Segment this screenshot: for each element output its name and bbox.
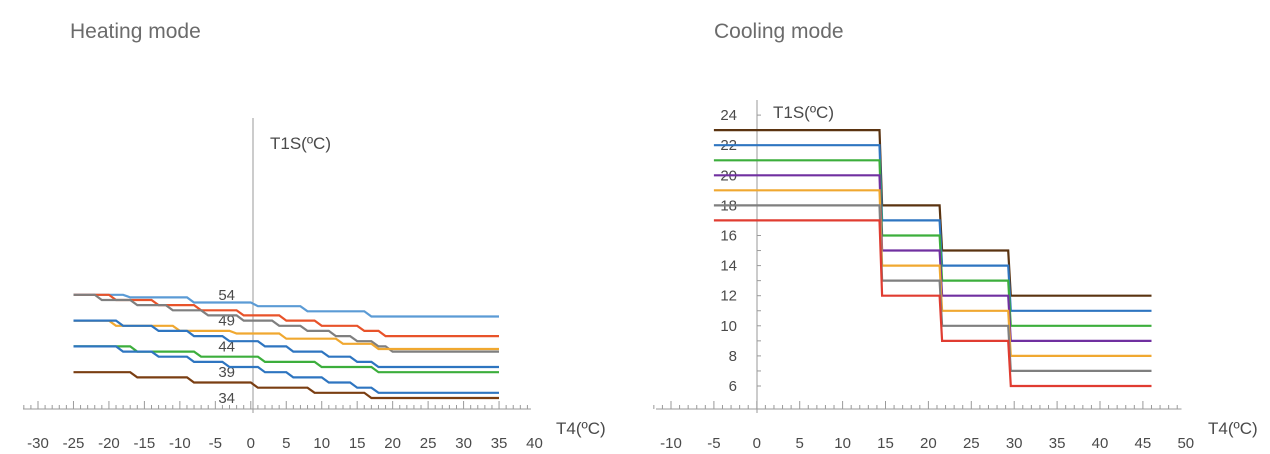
heating-series-1-line bbox=[73, 293, 499, 318]
cooling-x-tick-label: 20 bbox=[920, 435, 937, 452]
cooling-y-axis-label: T1S(ºC) bbox=[773, 103, 834, 122]
heating-x-tick-label: -30 bbox=[27, 435, 49, 452]
heating-x-tick-label: 40 bbox=[526, 435, 543, 452]
cooling-x-tick-label: 5 bbox=[796, 435, 804, 452]
cooling-series-2-line bbox=[713, 144, 1152, 312]
heating-series-2-line bbox=[73, 293, 499, 338]
heating-x-tick-label: 30 bbox=[455, 435, 472, 452]
heating-y-tick-label: 39 bbox=[218, 364, 235, 381]
cooling-series-4-line bbox=[713, 174, 1152, 342]
cooling-y-tick-label: 12 bbox=[720, 288, 737, 305]
heating-x-tick-label: 5 bbox=[282, 435, 290, 452]
heating-x-axis-label: T4(ºC) bbox=[556, 419, 606, 438]
heating-x-tick-label: -20 bbox=[98, 435, 120, 452]
cooling-x-tick-label: -10 bbox=[660, 435, 682, 452]
heating-y-tick-label: 49 bbox=[218, 313, 235, 330]
cooling-y-tick-label: 6 bbox=[729, 378, 737, 395]
cooling-y-tick-label: 10 bbox=[720, 318, 737, 335]
heating-x-tick-label: -5 bbox=[209, 435, 222, 452]
heating-x-tick-label: 15 bbox=[349, 435, 366, 452]
cooling-series-6-line bbox=[713, 204, 1152, 372]
heating-y-tick-label: 54 bbox=[218, 287, 235, 304]
cooling-x-tick-label: 50 bbox=[1177, 435, 1194, 452]
cooling-x-tick-label: 25 bbox=[963, 435, 980, 452]
cooling-x-tick-label: 35 bbox=[1049, 435, 1066, 452]
cooling-y-tick-label: 24 bbox=[720, 107, 737, 124]
heating-series-8-line bbox=[73, 371, 499, 400]
heating-x-tick-label: -25 bbox=[63, 435, 85, 452]
heating-series-6-line bbox=[73, 345, 499, 374]
cooling-y-tick-label: 14 bbox=[720, 258, 737, 275]
heating-x-tick-label: 20 bbox=[384, 435, 401, 452]
heating-y-tick-label: 34 bbox=[218, 390, 235, 407]
cooling-x-tick-label: -5 bbox=[707, 435, 720, 452]
cooling-y-tick-label: 8 bbox=[729, 348, 737, 365]
cooling-x-tick-label: 10 bbox=[834, 435, 851, 452]
heating-series-3-line bbox=[73, 293, 499, 353]
cooling-x-tick-label: 15 bbox=[877, 435, 894, 452]
cooling-x-tick-label: 45 bbox=[1135, 435, 1152, 452]
cooling-series-5-line bbox=[713, 189, 1152, 357]
cooling-x-tick-label: 0 bbox=[753, 435, 761, 452]
heating-x-tick-label: 25 bbox=[420, 435, 437, 452]
heating-x-tick-label: 0 bbox=[247, 435, 255, 452]
cooling-title: Cooling mode bbox=[714, 20, 844, 43]
cooling-series-3-line bbox=[713, 159, 1152, 327]
cooling-series-7-line bbox=[713, 219, 1152, 388]
heating-x-tick-label: 35 bbox=[491, 435, 508, 452]
heating-x-tick-label: -10 bbox=[169, 435, 191, 452]
heating-title: Heating mode bbox=[70, 20, 201, 43]
cooling-x-tick-label: 30 bbox=[1006, 435, 1023, 452]
heating-x-tick-label: -15 bbox=[134, 435, 156, 452]
heating-series-5-line bbox=[73, 319, 499, 369]
cooling-x-axis-label: T4(ºC) bbox=[1208, 419, 1258, 438]
heating-y-tick-label: 44 bbox=[218, 338, 235, 355]
heating-x-tick-label: 10 bbox=[313, 435, 330, 452]
heating-series-7-line bbox=[73, 345, 499, 394]
cooling-x-tick-label: 40 bbox=[1092, 435, 1109, 452]
cooling-y-tick-label: 16 bbox=[720, 228, 737, 245]
cooling-series-1-line bbox=[713, 129, 1152, 297]
heating-y-axis-label: T1S(ºC) bbox=[270, 134, 331, 153]
